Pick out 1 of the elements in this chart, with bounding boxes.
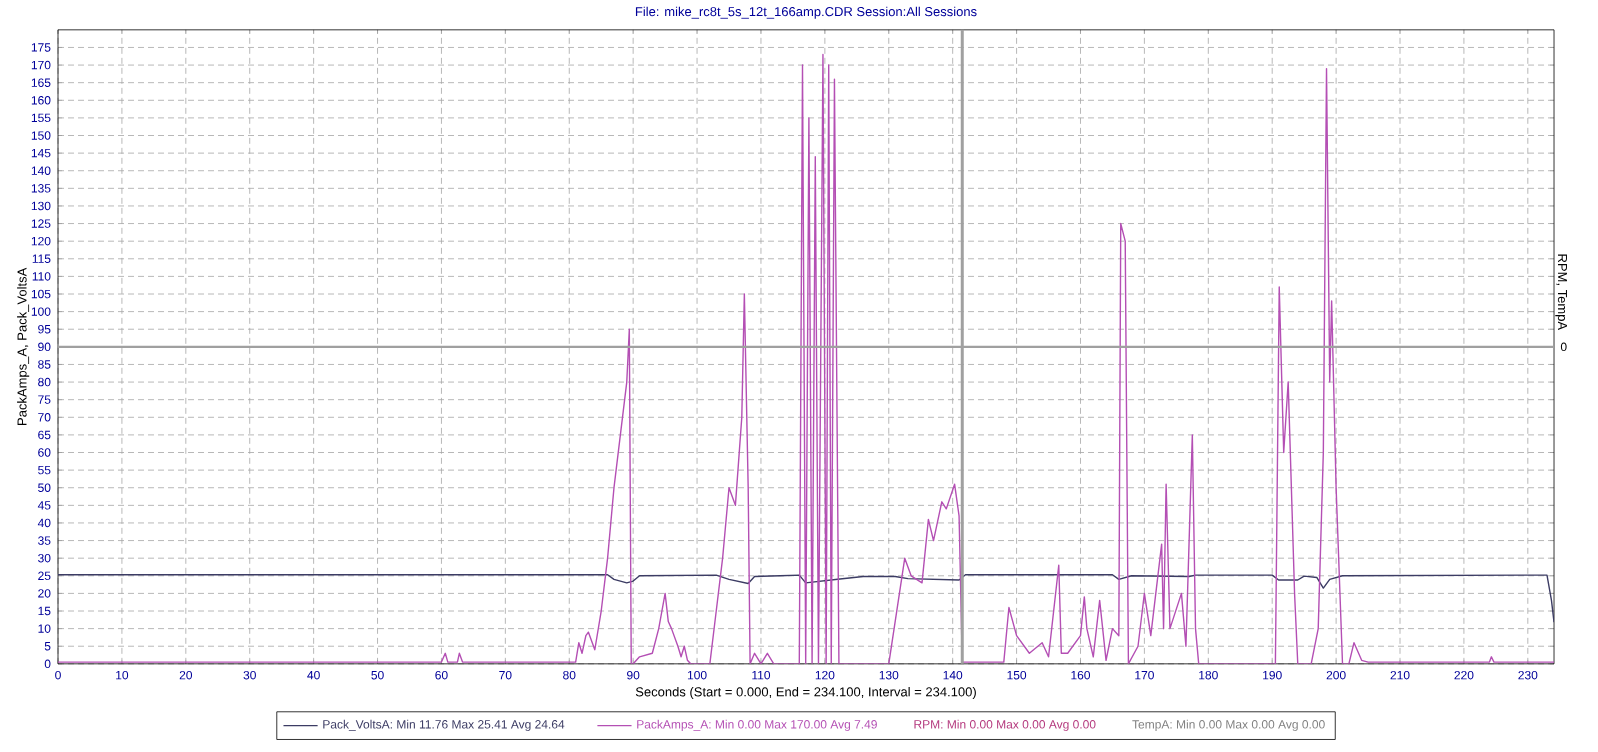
line-series bbox=[58, 574, 1555, 624]
